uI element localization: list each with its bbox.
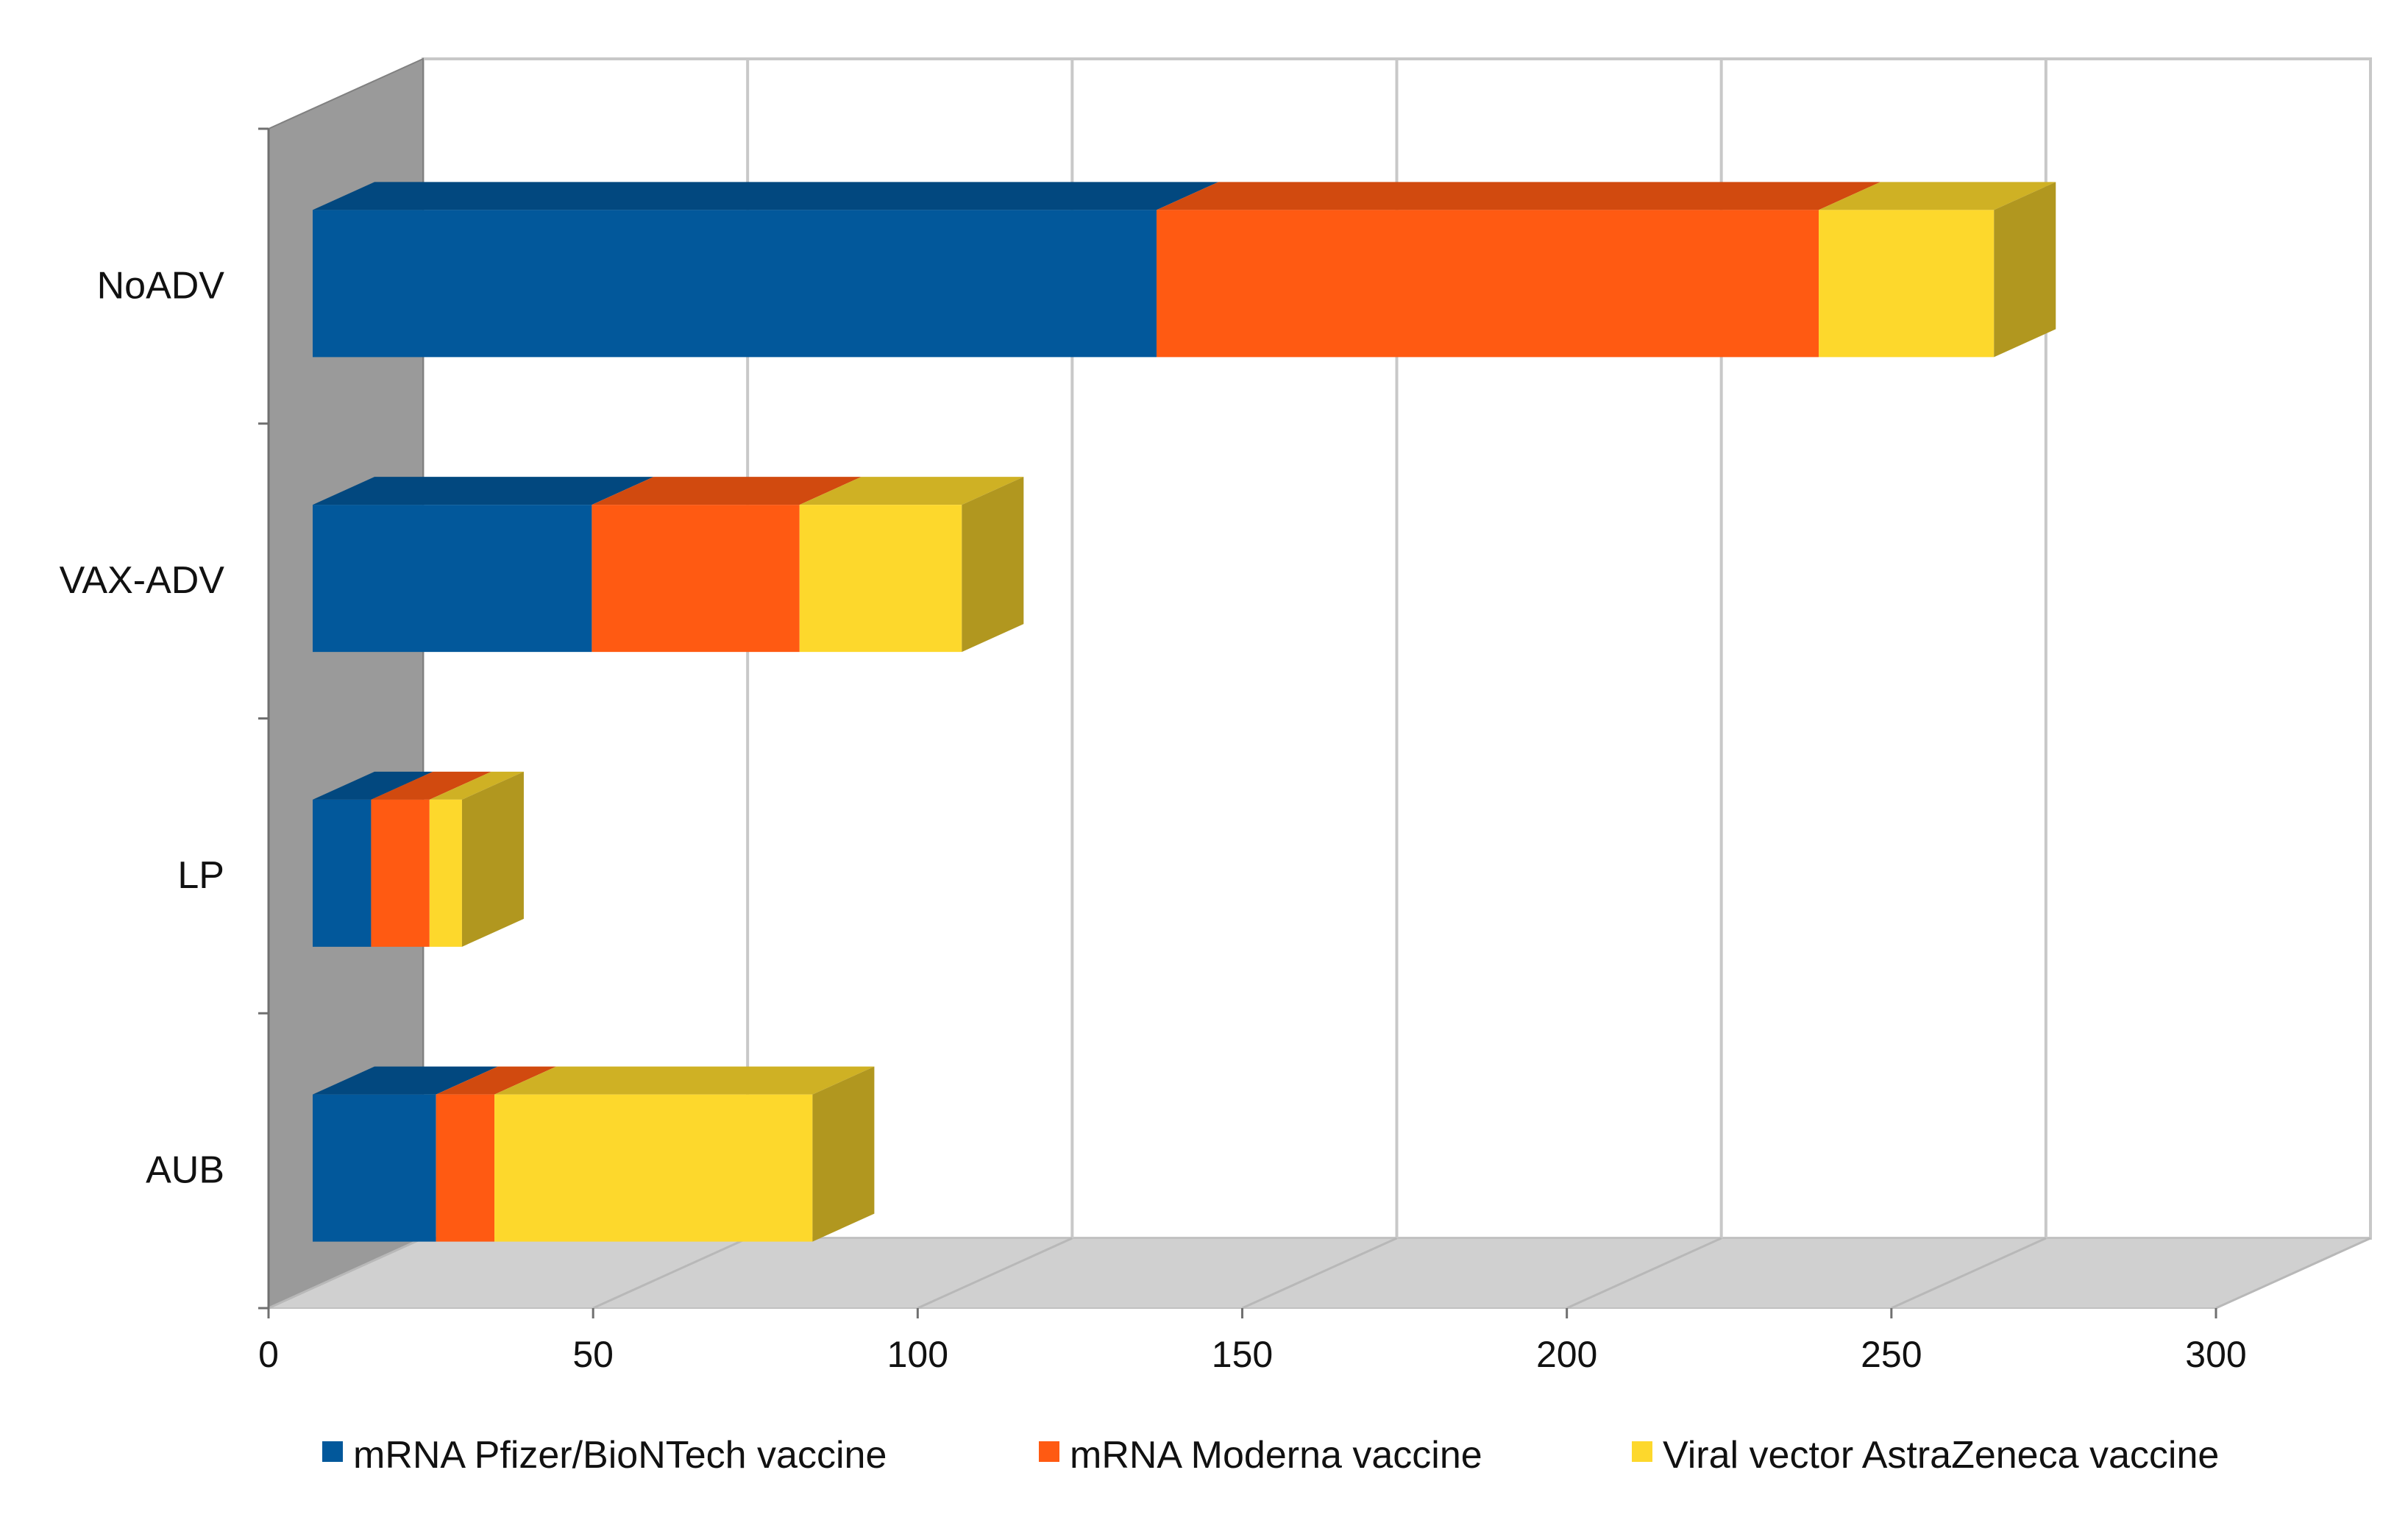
bar xyxy=(799,505,962,653)
bar xyxy=(313,505,592,653)
bar xyxy=(1157,210,1819,358)
bar-top xyxy=(1157,182,1881,210)
bar-top xyxy=(429,771,524,800)
bar xyxy=(1819,210,1995,358)
bar-end xyxy=(812,1066,875,1242)
legend-item: Viral vector AstraZeneca vaccine xyxy=(1632,1434,2219,1477)
x-tick-label: 300 xyxy=(2185,1334,2246,1375)
category-label: LP xyxy=(177,854,224,897)
floor-gridline xyxy=(1241,1237,1398,1310)
x-tick-label: 0 xyxy=(258,1334,279,1375)
legend-item: mRNA Moderna vaccine xyxy=(1039,1434,1482,1477)
bar-top xyxy=(313,182,1219,210)
category-label: VAX-ADV xyxy=(60,559,225,602)
bar-end xyxy=(962,477,1024,653)
bar-top xyxy=(494,1066,875,1095)
x-tick-label: 100 xyxy=(887,1334,948,1375)
x-tick-label: 50 xyxy=(572,1334,614,1375)
bar-group-vax-adv xyxy=(313,477,1024,653)
bars xyxy=(313,182,2056,1242)
bar-group-noadv xyxy=(313,182,2056,358)
legend: mRNA Pfizer/BioNTech vaccine mRNA Moderna… xyxy=(322,1434,2219,1477)
legend-label: mRNA Moderna vaccine xyxy=(1070,1434,1482,1477)
category-label: AUB xyxy=(146,1149,224,1192)
category-labels: NoADV VAX-ADV LP AUB xyxy=(60,264,225,1191)
floor-gridline xyxy=(1566,1237,1722,1310)
category-label: NoADV xyxy=(97,264,225,307)
floor-gridline xyxy=(592,1237,748,1310)
legend-label: mRNA Pfizer/BioNTech vaccine xyxy=(353,1434,887,1477)
bar-top xyxy=(313,771,433,800)
bar xyxy=(494,1094,813,1242)
bar-top xyxy=(592,477,862,505)
floor-gridline xyxy=(917,1237,1073,1310)
bar xyxy=(429,799,462,947)
bar-top xyxy=(1819,182,2056,210)
bar xyxy=(313,210,1157,358)
legend-label: Viral vector AstraZeneca vaccine xyxy=(1663,1434,2219,1477)
floor-gridline xyxy=(2215,1237,2371,1310)
bar xyxy=(371,799,430,947)
bar xyxy=(592,505,800,653)
legend-swatch xyxy=(1632,1441,1652,1462)
bar-top xyxy=(436,1066,557,1095)
bar-top xyxy=(313,477,654,505)
bar-top xyxy=(799,477,1024,505)
bar-top xyxy=(371,771,491,800)
x-axis-ticks: 0 50 100 150 200 250 300 xyxy=(258,1308,2247,1375)
legend-swatch xyxy=(322,1441,343,1462)
bar-top xyxy=(313,1066,498,1095)
bar-end xyxy=(461,771,524,947)
x-tick-label: 250 xyxy=(1861,1334,1922,1375)
floor-gridline xyxy=(268,1237,424,1310)
bar xyxy=(313,799,372,947)
x-tick-label: 150 xyxy=(1212,1334,1273,1375)
bar-end xyxy=(1994,182,2056,358)
legend-swatch xyxy=(1039,1441,1059,1462)
bar-group-lp xyxy=(313,771,524,947)
bar xyxy=(436,1094,495,1242)
bar xyxy=(313,1094,436,1242)
floor-gridline xyxy=(1891,1237,2047,1310)
x-tick-label: 200 xyxy=(1536,1334,1597,1375)
legend-item: mRNA Pfizer/BioNTech vaccine xyxy=(322,1434,887,1477)
bar-group-aub xyxy=(313,1066,875,1242)
